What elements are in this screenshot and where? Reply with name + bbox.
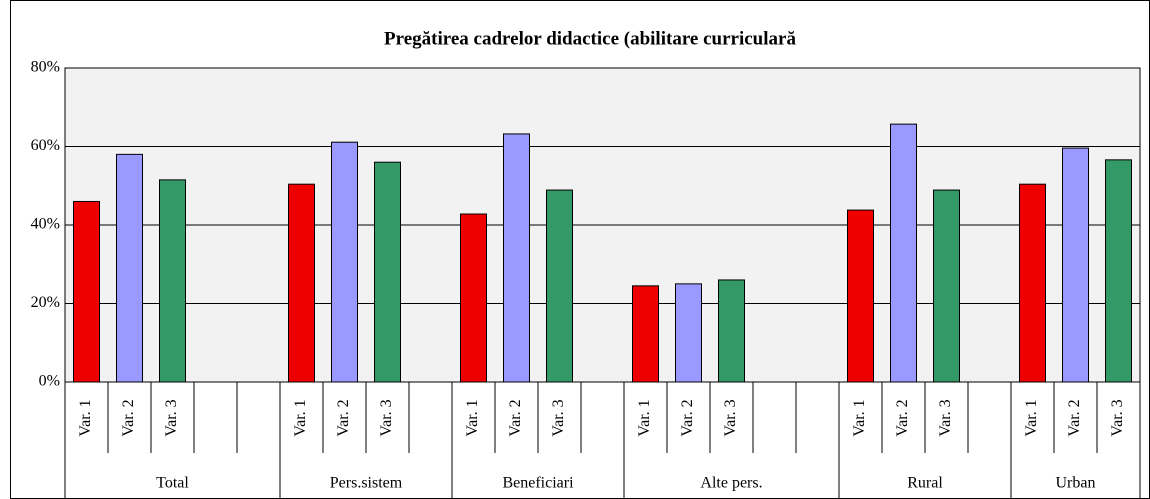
group-label: Alte pers.: [700, 475, 762, 492]
group-label: Pers.sistem: [330, 475, 403, 492]
bar: [718, 279, 745, 383]
chart-title: Pregătirea cadrelor didactice (abilitare…: [384, 28, 796, 49]
x-tick-label: Var. 3: [550, 399, 567, 436]
y-tick-label: 80%: [31, 59, 60, 76]
x-tick-label: Var. 2: [894, 399, 911, 436]
y-tick-label: 0%: [39, 373, 60, 390]
x-tick-label: Var. 1: [851, 399, 868, 436]
bar: [1062, 147, 1089, 383]
bar: [847, 209, 874, 383]
x-tick-label: Var. 2: [679, 399, 696, 436]
x-tick-label: Var. 3: [937, 399, 954, 436]
bar: [331, 141, 358, 383]
x-tick-label: Var. 2: [335, 399, 352, 436]
group-label: Beneficiari: [502, 475, 574, 492]
bar: [159, 179, 186, 383]
x-tick-label: Var. 3: [1109, 399, 1126, 436]
bar: [1105, 159, 1132, 383]
x-tick-label: Var. 1: [1023, 399, 1040, 436]
x-tick-label: Var. 1: [636, 399, 653, 436]
x-tick-label: Var. 2: [120, 399, 137, 436]
x-tick-label: Var. 1: [292, 399, 309, 436]
bar: [675, 283, 702, 383]
group-label: Rural: [907, 475, 943, 492]
bar: [288, 183, 315, 383]
x-tick-label: Var. 3: [722, 399, 739, 436]
x-tick-label: Var. 2: [1066, 399, 1083, 436]
x-tick-label: Var. 1: [464, 399, 481, 436]
y-tick-label: 60%: [31, 137, 60, 154]
bar: [374, 161, 401, 383]
x-tick-label: Var. 3: [378, 399, 395, 436]
y-tick-label: 20%: [31, 294, 60, 311]
group-label: Total: [156, 475, 189, 492]
x-tick-label: Var. 3: [163, 399, 180, 436]
x-tick-label: Var. 1: [77, 399, 94, 436]
group-label: Urban: [1056, 475, 1096, 492]
bar: [460, 213, 487, 383]
bar: [503, 133, 530, 383]
y-tick-label: 40%: [31, 216, 60, 233]
bar: [116, 153, 143, 383]
x-tick-label: Var. 2: [507, 399, 524, 436]
bar: [73, 200, 100, 383]
bar: [632, 285, 659, 383]
bar: [1019, 183, 1046, 383]
bar: [546, 189, 573, 383]
bar: [890, 123, 917, 383]
bar: [933, 189, 960, 383]
